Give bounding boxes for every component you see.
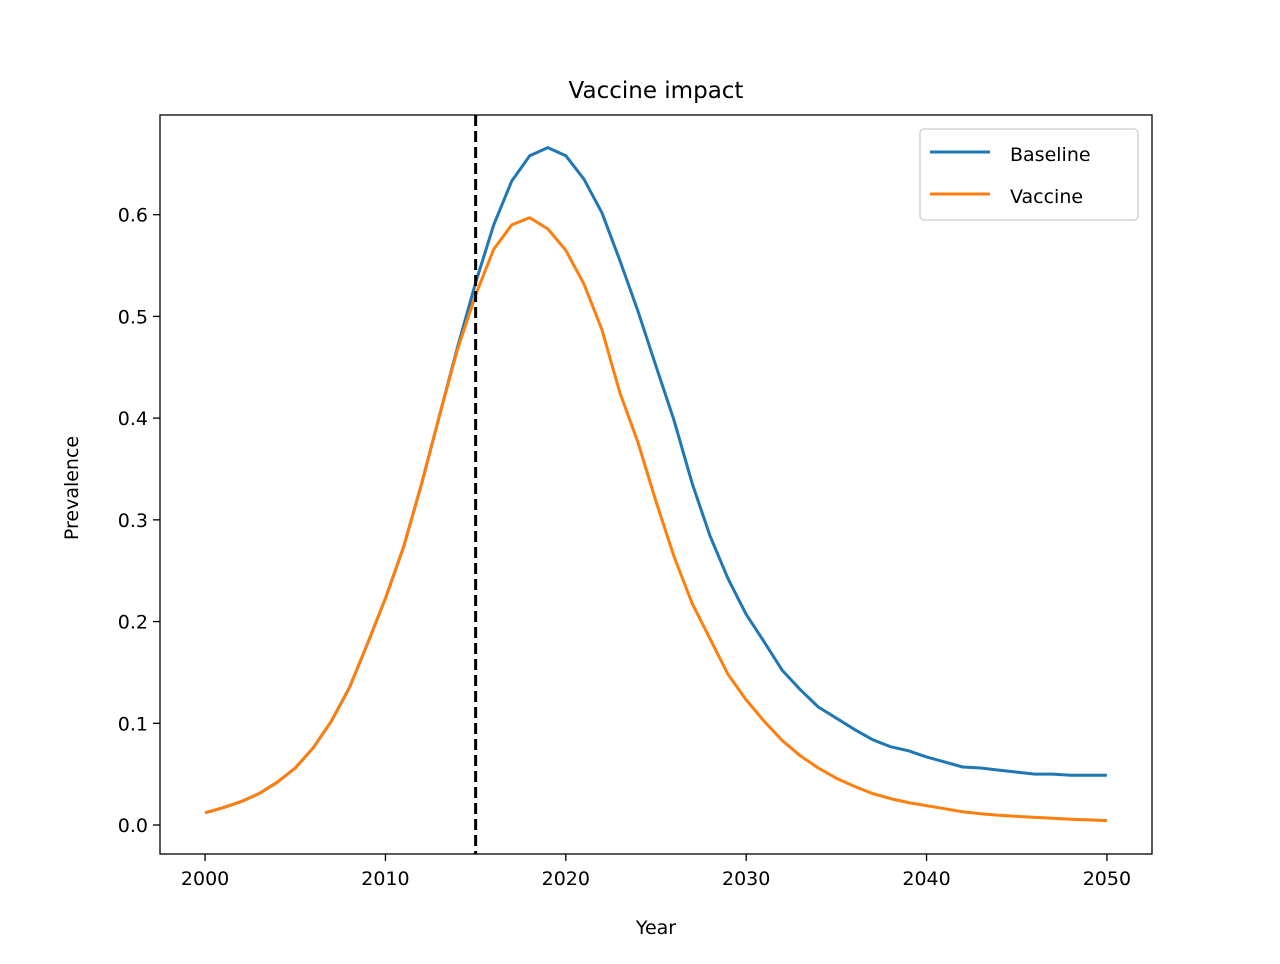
y-tick-label: 0.4	[118, 408, 148, 430]
x-tick-label: 2020	[542, 868, 590, 890]
y-tick-label: 0.6	[118, 205, 148, 227]
legend-label-vaccine: Vaccine	[1010, 186, 1083, 208]
chart-title: Vaccine impact	[569, 78, 744, 104]
x-tick-label: 2050	[1083, 868, 1131, 890]
y-axis-label: Prevalence	[61, 436, 83, 540]
y-tick-label: 0.3	[118, 510, 148, 532]
x-axis-label: Year	[635, 917, 676, 939]
y-tick-label: 0.2	[118, 612, 148, 634]
y-tick-label: 0.1	[118, 713, 148, 735]
x-tick-label: 2010	[361, 868, 409, 890]
x-tick-label: 2000	[181, 868, 229, 890]
x-tick-label: 2040	[902, 868, 950, 890]
legend-label-baseline: Baseline	[1010, 144, 1091, 166]
x-tick-label: 2030	[722, 868, 770, 890]
y-tick-label: 0.5	[118, 306, 148, 328]
y-tick-label: 0.0	[118, 815, 148, 837]
legend: Baseline Vaccine	[920, 129, 1138, 220]
